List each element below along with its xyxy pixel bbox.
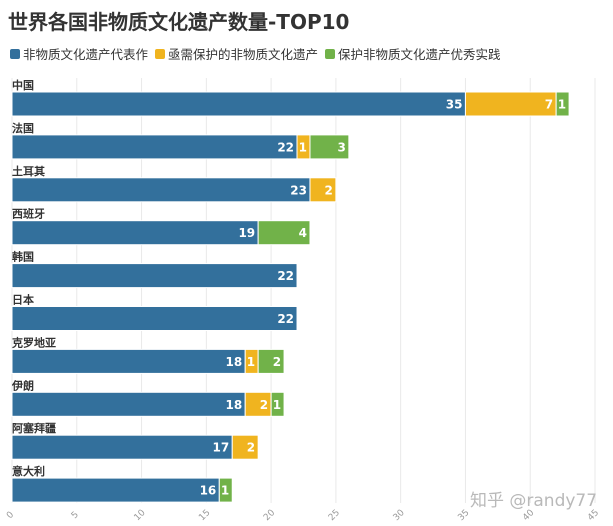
bar-segment-representative[interactable] [11, 263, 298, 289]
legend-label-urgent-safeguarding: 亟需保护的非物质文化遗产 [168, 47, 319, 62]
data-label: 1 [273, 398, 281, 412]
data-label: 2 [247, 441, 255, 455]
x-tick-label: 0 [5, 510, 16, 521]
chart-title: 世界各国非物质文化遗产数量-TOP10 [8, 10, 350, 34]
x-axis-ticks: 0 5 10 15 20 25 30 35 40 45 [5, 508, 601, 523]
legend-item-urgent-safeguarding[interactable]: 亟需保护的非物质文化遗产 [155, 44, 318, 63]
data-label: 22 [277, 140, 294, 154]
data-label: 16 [200, 484, 217, 498]
category-label: 阿塞拜疆 [12, 421, 56, 435]
x-tick-label: 25 [327, 508, 342, 523]
legend-label-good-practices: 保护非物质文化遗产优秀实践 [338, 47, 501, 62]
data-label: 35 [446, 98, 463, 112]
data-label: 18 [225, 398, 242, 412]
data-label: 19 [238, 226, 255, 240]
bar-segment-representative[interactable] [11, 177, 311, 203]
category-label: 西班牙 [12, 207, 45, 221]
data-label: 1 [558, 98, 566, 112]
bar-segment-practice[interactable] [309, 134, 350, 160]
legend-swatch-urgent-safeguarding [155, 48, 166, 59]
data-label: 2 [260, 398, 268, 412]
category-label: 土耳其 [12, 164, 45, 178]
bar-segment-practice[interactable] [270, 391, 285, 417]
bar-segment-representative[interactable] [11, 434, 233, 460]
category-label: 日本 [12, 293, 34, 307]
x-tick-label: 15 [197, 508, 212, 523]
category-label: 中国 [12, 78, 34, 92]
bar-segment-practice[interactable] [257, 220, 311, 246]
legend-swatch-representative [10, 48, 20, 59]
bar-segment-representative[interactable] [11, 391, 246, 417]
data-label: 1 [221, 484, 229, 498]
watermark: 知乎 @randy77 [470, 491, 598, 511]
data-label: 4 [299, 226, 307, 240]
data-label: 1 [247, 355, 255, 369]
category-label: 韩国 [12, 250, 34, 264]
category-label: 意大利 [12, 464, 45, 478]
data-label: 2 [325, 183, 333, 197]
category-label: 伊朗 [11, 378, 34, 392]
bar-segment-urgent[interactable] [464, 91, 557, 117]
data-label: 22 [277, 312, 294, 326]
bar-segment-representative[interactable] [11, 477, 220, 503]
legend-item-representative[interactable]: 非物质文化遗产代表作 [10, 44, 148, 63]
bar-segment-urgent[interactable] [309, 177, 337, 203]
bar-segment-urgent[interactable] [244, 391, 272, 417]
x-tick-label: 10 [133, 508, 148, 523]
data-label: 18 [225, 355, 242, 369]
data-label: 17 [213, 441, 230, 455]
bar-segment-representative[interactable] [11, 91, 466, 117]
bar-segment-representative[interactable] [11, 220, 259, 246]
legend: 非物质文化遗产代表作 亟需保护的非物质文化遗产 保护非物质文化遗产优秀实践 [10, 44, 508, 63]
data-label: 22 [277, 269, 294, 283]
legend-label-representative: 非物质文化遗产代表作 [23, 47, 149, 62]
data-label: 7 [545, 98, 553, 112]
category-label: 克罗地亚 [12, 335, 56, 349]
x-tick-label: 30 [392, 508, 407, 523]
x-tick-label: 5 [70, 510, 81, 521]
bar-segment-practice[interactable] [218, 477, 233, 503]
legend-swatch-good-practices [325, 48, 336, 59]
bar-segment-representative[interactable] [11, 348, 246, 374]
bar-segment-representative[interactable] [11, 134, 298, 160]
category-label: 法国 [12, 121, 34, 135]
data-label: 23 [290, 183, 307, 197]
legend-item-good-practices[interactable]: 保护非物质文化遗产优秀实践 [325, 44, 501, 63]
data-label: 1 [299, 140, 307, 154]
bar-segment-urgent[interactable] [231, 434, 259, 460]
bar-segment-representative[interactable] [11, 306, 298, 331]
x-tick-label: 20 [262, 508, 277, 523]
bar-segment-practice[interactable] [257, 348, 285, 374]
data-label: 3 [337, 140, 345, 154]
bar-segment-practice[interactable] [555, 91, 570, 117]
data-label: 2 [273, 355, 281, 369]
